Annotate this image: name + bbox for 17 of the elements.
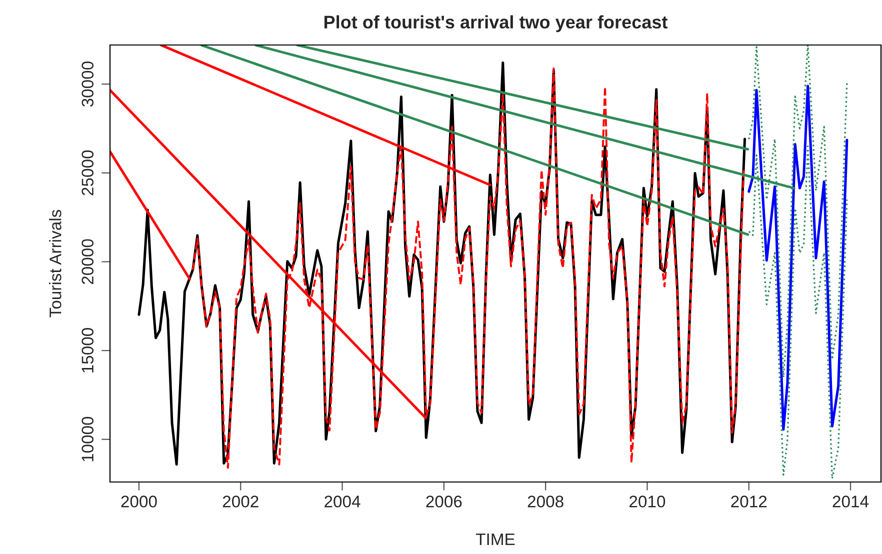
x-tick-label: 2012 bbox=[731, 496, 767, 508]
y-tick-label: 25000 bbox=[82, 150, 94, 196]
x-tick-label: 2004 bbox=[324, 496, 360, 508]
line-series bbox=[748, 84, 848, 431]
x-axis-title: TIME bbox=[476, 534, 515, 546]
y-tick-label: 20000 bbox=[82, 239, 94, 284]
y-tick-label: 30000 bbox=[82, 62, 94, 107]
x-tick-label: 2002 bbox=[222, 496, 258, 508]
y-tick-label: 10000 bbox=[82, 416, 94, 462]
x-tick-label: 2010 bbox=[630, 496, 666, 508]
y-axis-title: Tourist Arrivals bbox=[49, 210, 62, 318]
x-tick-label: 2008 bbox=[528, 496, 564, 508]
x-tick-label: 2014 bbox=[832, 496, 869, 508]
x-tick-label: 2006 bbox=[426, 496, 462, 508]
chart-title: Plot of tourist's arrival two year forecast bbox=[324, 15, 668, 32]
x-tick-label: 2000 bbox=[121, 496, 157, 508]
y-tick-label: 15000 bbox=[82, 328, 94, 372]
